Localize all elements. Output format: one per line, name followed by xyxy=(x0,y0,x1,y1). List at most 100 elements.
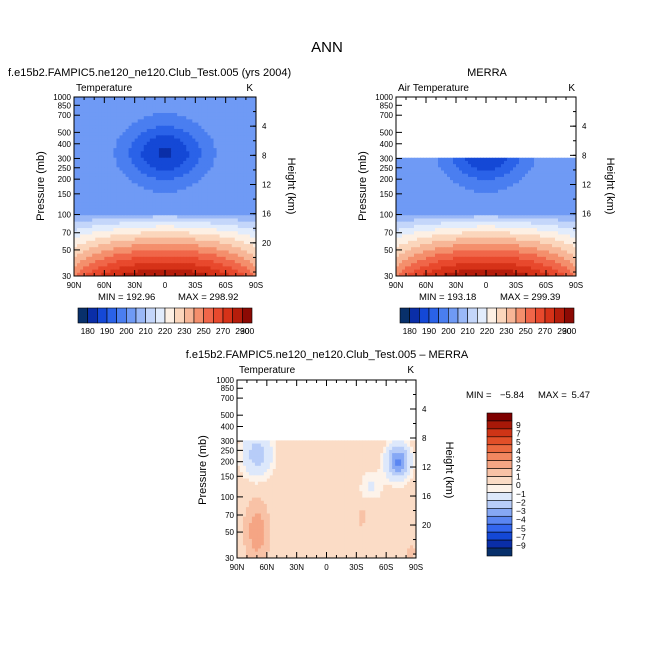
model-field-cell xyxy=(77,244,81,248)
model-field-cell xyxy=(222,208,227,213)
obs-field-cell xyxy=(453,103,457,107)
model-field-cell xyxy=(155,253,160,258)
model-field-cell xyxy=(125,176,129,181)
obs-field-cell xyxy=(498,112,502,117)
model-field-cell xyxy=(183,151,187,155)
model-field-cell xyxy=(86,103,90,107)
model-field-cell xyxy=(107,135,111,139)
model-field-cell xyxy=(134,100,139,104)
obs-field-cell xyxy=(528,128,532,133)
model-field-cell xyxy=(165,122,169,127)
model-field-cell xyxy=(101,154,105,159)
model-field-cell xyxy=(204,199,208,203)
model-field-cell xyxy=(222,173,227,178)
model-field-cell xyxy=(128,269,133,274)
obs-field-cell xyxy=(474,144,478,149)
model-field-cell xyxy=(177,170,181,175)
model-field-cell xyxy=(249,253,254,258)
model-field-cell xyxy=(180,266,184,271)
model-field-cell xyxy=(86,112,90,117)
model-field-cell xyxy=(158,154,163,159)
model-field-cell xyxy=(83,151,87,155)
obs-field-cell xyxy=(411,125,415,130)
model-field-cell xyxy=(89,266,93,271)
model-field-cell xyxy=(125,97,129,101)
obs-field-cell xyxy=(510,109,514,114)
model-field-cell xyxy=(207,234,211,239)
model-field-cell xyxy=(222,116,227,120)
obs-field-cell xyxy=(453,164,457,168)
obs-field-cell xyxy=(531,173,535,178)
obs-field-cell xyxy=(510,119,514,123)
model-field-cell xyxy=(225,135,230,139)
model-field-cell xyxy=(228,250,233,255)
obs-field-cell xyxy=(441,122,445,127)
obs-field-cell xyxy=(546,154,550,159)
model-field-cell xyxy=(228,269,233,274)
obs-field-cell xyxy=(489,141,493,146)
model-field-cell xyxy=(234,240,239,245)
model-field-cell xyxy=(219,228,224,232)
model-field-cell xyxy=(240,253,245,258)
obs-field-cell xyxy=(534,112,538,117)
obs-field-cell xyxy=(408,128,412,133)
model-field-cell xyxy=(122,199,126,203)
model-field-cell xyxy=(143,144,148,149)
model-field-cell xyxy=(104,109,108,114)
model-field-cell xyxy=(146,199,151,203)
obs-field-cell xyxy=(426,135,430,139)
model-field-cell xyxy=(143,103,148,107)
model-field-cell xyxy=(240,97,245,101)
model-field-cell xyxy=(204,218,208,223)
obs-field-cell xyxy=(435,141,439,146)
model-field-cell xyxy=(104,173,108,178)
obs-field-cell xyxy=(519,157,523,162)
model-field-cell xyxy=(89,228,93,232)
model-field-cell xyxy=(152,212,157,216)
model-field-cell xyxy=(146,240,151,245)
model-field-cell xyxy=(131,234,136,239)
model-field-cell xyxy=(243,231,248,235)
model-field-cell xyxy=(246,132,251,136)
model-field-cell xyxy=(125,167,129,171)
model-field-cell xyxy=(240,138,245,143)
model-field-cell xyxy=(140,109,145,114)
model-field-cell xyxy=(186,221,190,226)
obs-field-cell xyxy=(483,119,487,123)
model-field-cell xyxy=(95,269,99,274)
model-field-cell xyxy=(83,247,87,251)
model-field-cell xyxy=(74,215,78,219)
model-field-cell xyxy=(234,183,239,187)
model-y-tick-label: 30 xyxy=(62,272,71,281)
obs-field-cell xyxy=(519,151,523,155)
model-field-cell xyxy=(195,151,199,155)
model-field-cell xyxy=(165,218,169,223)
obs-field-cell xyxy=(474,112,478,117)
model-field-cell xyxy=(146,167,151,171)
model-field-cell xyxy=(237,138,242,143)
obs-field-cell xyxy=(522,160,526,165)
model-field-cell xyxy=(183,154,187,159)
model-field-cell xyxy=(137,192,142,197)
obs-field-cell xyxy=(417,125,421,130)
model-field-cell xyxy=(225,148,230,152)
obs-field-cell xyxy=(423,100,427,104)
model-field-cell xyxy=(92,138,96,143)
model-field-cell xyxy=(158,116,163,120)
model-field-cell xyxy=(189,128,193,133)
model-field-cell xyxy=(237,170,242,175)
obs-field-cell xyxy=(507,122,511,127)
model-field-cell xyxy=(149,240,154,245)
obs-field-cell xyxy=(531,109,535,114)
obs-field-cell xyxy=(537,170,541,175)
model-field-cell xyxy=(192,103,196,107)
obs-field-cell xyxy=(447,109,451,114)
obs-field-cell xyxy=(444,164,448,168)
model-field-cell xyxy=(74,237,78,242)
model-field-cell xyxy=(186,151,190,155)
model-field-cell xyxy=(110,132,114,136)
model-field-cell xyxy=(152,234,157,239)
obs-field-cell xyxy=(558,109,562,114)
model-field-cell xyxy=(119,272,123,276)
obs-field-cell xyxy=(420,109,424,114)
